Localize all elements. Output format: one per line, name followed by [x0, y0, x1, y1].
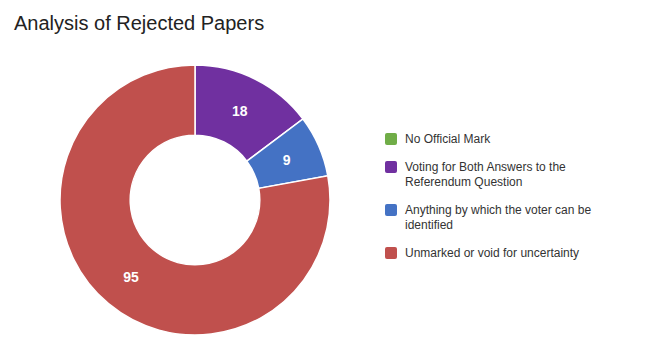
- slice: [60, 65, 330, 335]
- data-label: 18: [232, 103, 248, 119]
- legend-swatch: [385, 204, 397, 216]
- legend-swatch: [385, 247, 397, 259]
- data-label: 9: [283, 152, 291, 168]
- legend-label: Unmarked or void for uncertainty: [405, 246, 579, 260]
- legend-label-line: identified: [405, 218, 453, 232]
- legend-label: No Official Mark: [405, 132, 491, 146]
- title: Analysis of Rejected Papers: [14, 12, 264, 34]
- legend-label-line: Voting for Both Answers to the: [405, 160, 566, 174]
- legend-label-line: Anything by which the voter can be: [405, 203, 591, 217]
- legend-label: Anything by which the voter can beidenti…: [405, 203, 591, 232]
- legend: No Official Mark Voting for Both Answers …: [385, 132, 591, 260]
- chart: Analysis of Rejected Papers 18 9 95 No Offic…: [0, 0, 649, 352]
- slices: [60, 65, 330, 335]
- data-label: 95: [123, 269, 139, 285]
- legend-label: Voting for Both Answers to theReferendum…: [405, 160, 566, 189]
- background: [0, 0, 649, 352]
- legend-label-line: Unmarked or void for uncertainty: [405, 246, 579, 260]
- legend-swatch: [385, 161, 397, 173]
- legend-label-line: Referendum Question: [405, 175, 522, 189]
- legend-label-line: No Official Mark: [405, 132, 491, 146]
- legend-swatch: [385, 133, 397, 145]
- data-labels: 18 9 95: [123, 103, 290, 285]
